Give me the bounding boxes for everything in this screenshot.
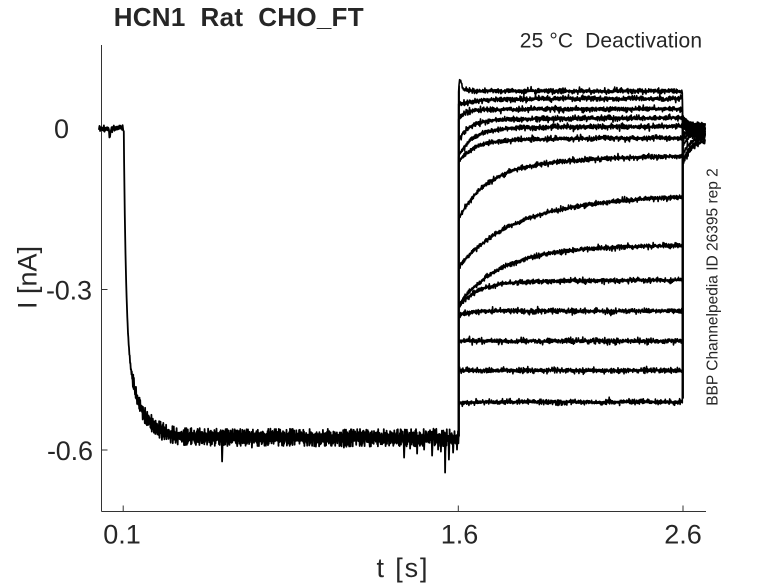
svg-text:I [nA]: I [nA] (13, 246, 43, 309)
svg-text:BBP Channelpedia ID 26395 rep: BBP Channelpedia ID 26395 rep 2 (705, 168, 722, 406)
svg-text:-0.6: -0.6 (47, 436, 93, 466)
svg-text:1.6: 1.6 (441, 519, 479, 549)
svg-text:25 °C Deactivation: 25 °C Deactivation (520, 30, 702, 53)
svg-text:HCN1 Rat CHO_FT: HCN1 Rat CHO_FT (114, 2, 364, 32)
svg-text:0.1: 0.1 (103, 519, 141, 549)
svg-text:0: 0 (54, 114, 69, 144)
svg-text:-0.3: -0.3 (46, 275, 92, 305)
svg-text:2.6: 2.6 (664, 519, 702, 549)
svg-text:t [s]: t [s] (377, 553, 428, 583)
